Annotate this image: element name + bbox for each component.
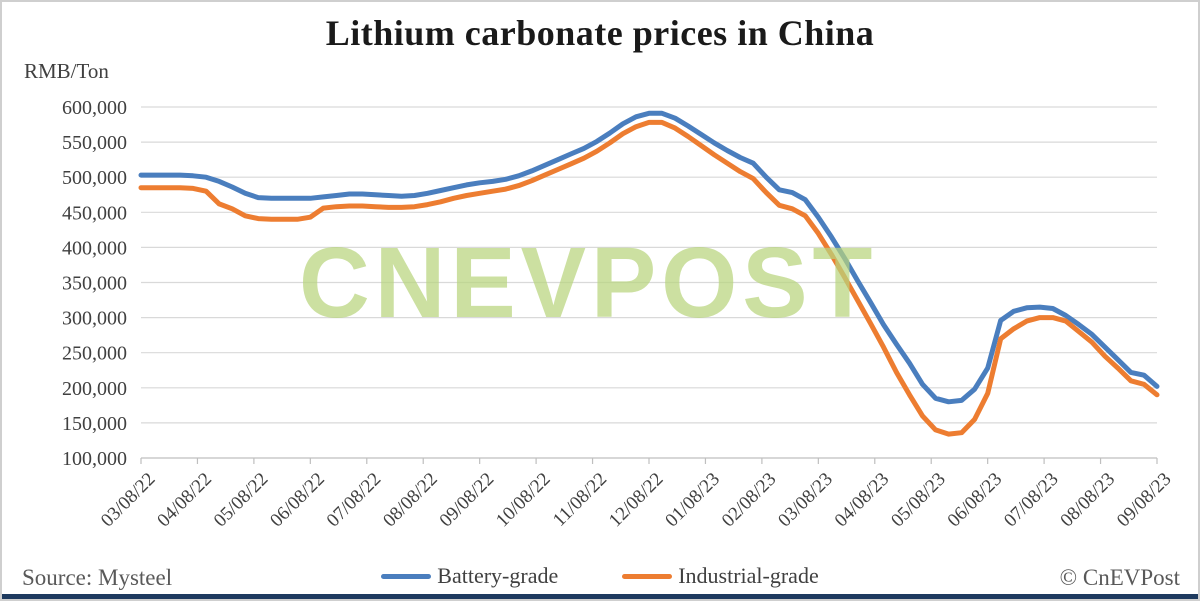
- x-axis-label: 09/08/23: [1113, 469, 1176, 532]
- y-axis-label: 100,000: [62, 448, 127, 470]
- x-axis-label: 11/08/22: [549, 469, 611, 531]
- y-axis-label: 550,000: [62, 132, 127, 154]
- legend-item-industrial: Industrial-grade: [622, 563, 819, 589]
- x-axis-label: 07/08/22: [323, 469, 386, 532]
- y-axis-label: 400,000: [62, 237, 127, 259]
- industrial-line-swatch-icon: [622, 573, 673, 579]
- legend-item-battery: Battery-grade: [381, 563, 558, 589]
- copyright-label: © CnEVPost: [1059, 565, 1180, 590]
- x-axis-label: 01/08/23: [661, 469, 724, 532]
- y-axis-label: 150,000: [62, 413, 127, 435]
- x-axis-label: 08/08/23: [1056, 469, 1119, 532]
- battery-grade-line: [138, 110, 1160, 405]
- y-axis-label: 600,000: [62, 97, 127, 119]
- x-axis-label: 06/08/23: [944, 469, 1007, 532]
- x-axis-label: 12/08/22: [605, 469, 668, 532]
- bottom-bar: [2, 594, 1198, 599]
- x-axis-label: 07/08/23: [1000, 469, 1063, 532]
- y-axis-label: 500,000: [62, 167, 127, 189]
- x-axis-label: 04/08/23: [831, 469, 894, 532]
- y-axis-label: 300,000: [62, 308, 127, 330]
- source-label: Source: Mysteel: [22, 565, 173, 590]
- x-axis-label: 02/08/23: [718, 469, 781, 532]
- x-axis-label: 10/08/22: [492, 469, 555, 532]
- x-axis-label: 05/08/23: [887, 469, 950, 532]
- chart-title: Lithium carbonate prices in China: [325, 13, 875, 53]
- x-axis-label: 03/08/23: [774, 469, 837, 532]
- industrial-legend-label: Industrial-grade: [678, 563, 819, 588]
- industrial-grade-line: [138, 119, 1160, 437]
- battery-legend-label: Battery-grade: [437, 563, 559, 588]
- battery-line-swatch-icon: [381, 573, 432, 579]
- legend: Battery-grade Industrial-grade: [2, 563, 1198, 589]
- y-axis-label: 350,000: [62, 273, 127, 295]
- y-axis-label: 450,000: [62, 202, 127, 224]
- y-axis-unit-label: RMB/Ton: [24, 59, 109, 83]
- x-axis-label: 06/08/22: [266, 469, 329, 532]
- x-axis-label: 05/08/22: [210, 469, 273, 532]
- x-axis-label: 03/08/22: [97, 469, 160, 532]
- y-axis-label: 200,000: [62, 378, 127, 400]
- x-axis-label: 04/08/22: [153, 469, 216, 532]
- x-axis-label: 09/08/22: [436, 469, 499, 532]
- y-axis-label: 250,000: [62, 343, 127, 365]
- x-axis-label: 08/08/22: [379, 469, 442, 532]
